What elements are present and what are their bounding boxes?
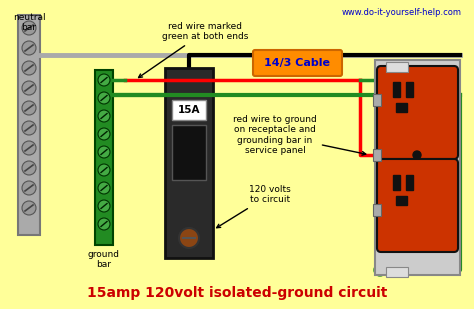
Circle shape (22, 201, 36, 215)
Bar (393, 175, 400, 190)
Text: 15A: 15A (178, 105, 200, 115)
Circle shape (22, 101, 36, 115)
Circle shape (22, 141, 36, 155)
Circle shape (98, 200, 110, 212)
Circle shape (98, 128, 110, 140)
Bar (396, 196, 407, 205)
Bar (373, 94, 381, 106)
Circle shape (22, 61, 36, 75)
Text: www.do-it-yourself-help.com: www.do-it-yourself-help.com (342, 8, 462, 17)
Circle shape (374, 264, 386, 276)
Bar (406, 82, 413, 97)
Text: red wire marked
green at both ends: red wire marked green at both ends (138, 22, 248, 78)
Bar (165, 68, 213, 258)
Text: red wire to ground
on receptacle and
grounding bar in
service panel: red wire to ground on receptacle and gro… (233, 115, 366, 155)
Circle shape (22, 41, 36, 55)
Circle shape (98, 92, 110, 104)
Circle shape (22, 21, 36, 35)
Circle shape (98, 74, 110, 86)
Bar (375, 60, 460, 275)
Bar (393, 82, 400, 97)
FancyBboxPatch shape (377, 159, 458, 252)
Bar (172, 125, 206, 180)
Circle shape (179, 228, 199, 248)
Circle shape (413, 151, 421, 159)
Text: ground
bar: ground bar (88, 250, 120, 269)
Bar (172, 100, 206, 120)
Bar (406, 175, 413, 190)
Bar (386, 62, 408, 72)
Text: 15amp 120volt isolated-ground circuit: 15amp 120volt isolated-ground circuit (87, 286, 387, 300)
Text: neutral
bar: neutral bar (13, 13, 46, 32)
Circle shape (22, 161, 36, 175)
Text: 14/3 Cable: 14/3 Cable (264, 58, 330, 68)
Circle shape (98, 182, 110, 194)
FancyBboxPatch shape (377, 66, 458, 159)
Circle shape (98, 110, 110, 122)
Circle shape (22, 181, 36, 195)
Circle shape (98, 218, 110, 230)
Circle shape (98, 164, 110, 176)
Bar (18, 15, 40, 235)
Circle shape (98, 146, 110, 158)
Bar (95, 70, 113, 245)
Bar (386, 267, 408, 277)
FancyBboxPatch shape (253, 50, 342, 76)
Bar (373, 149, 381, 161)
Bar (373, 204, 381, 216)
Circle shape (22, 81, 36, 95)
Text: 120 volts
to circuit: 120 volts to circuit (217, 185, 291, 228)
Bar (396, 103, 407, 112)
Circle shape (22, 121, 36, 135)
